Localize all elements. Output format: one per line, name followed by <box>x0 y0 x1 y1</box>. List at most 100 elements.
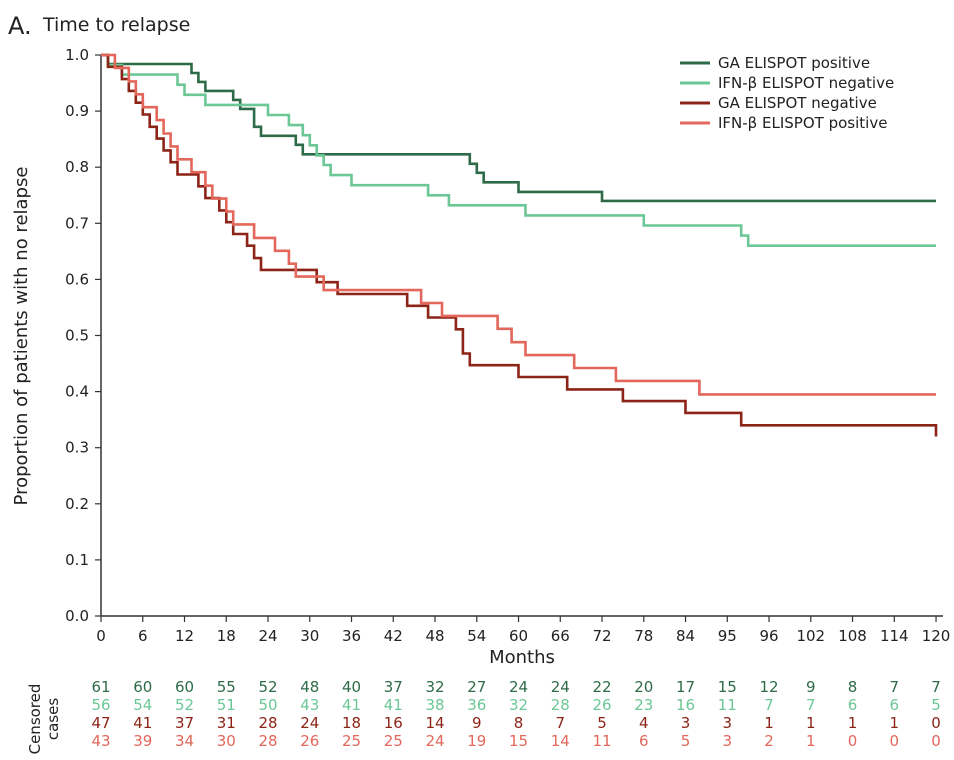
risk-table-value: 27 <box>467 678 486 696</box>
series-line-4 <box>101 53 936 396</box>
risk-table-value: 30 <box>217 732 236 750</box>
risk-table-value: 24 <box>551 678 570 696</box>
x-tick-label: 120 <box>922 627 951 645</box>
y-tick-label: 0.2 <box>65 495 89 513</box>
risk-table-value: 2 <box>764 732 774 750</box>
risk-table-value: 11 <box>592 732 611 750</box>
risk-table-value: 41 <box>133 714 152 732</box>
risk-table-value: 28 <box>551 696 570 714</box>
x-tick-label: 108 <box>838 627 867 645</box>
risk-table-value: 24 <box>509 678 528 696</box>
legend-label: GA ELISPOT negative <box>718 94 877 112</box>
chart-title: Time to relapse <box>42 14 190 36</box>
y-tick-label: 0.9 <box>65 102 89 120</box>
x-tick-label: 60 <box>509 627 528 645</box>
risk-table-value: 32 <box>509 696 528 714</box>
risk-table-value: 26 <box>300 732 319 750</box>
legend-label: IFN-β ELISPOT negative <box>718 74 894 92</box>
risk-table-value: 7 <box>806 696 816 714</box>
risk-table-value: 52 <box>258 678 277 696</box>
risk-table-value: 0 <box>848 732 858 750</box>
y-tick-label: 1.0 <box>65 46 89 64</box>
risk-table-value: 9 <box>806 678 816 696</box>
risk-table-value: 17 <box>676 678 695 696</box>
risk-table-value: 6 <box>639 732 649 750</box>
survival-curves <box>101 53 938 437</box>
risk-table-value: 15 <box>718 678 737 696</box>
risk-table-value: 25 <box>342 732 361 750</box>
risk-table-value: 43 <box>91 732 110 750</box>
risk-table-value: 54 <box>133 696 152 714</box>
risk-table-value: 37 <box>175 714 194 732</box>
x-tick-label: 66 <box>551 627 570 645</box>
x-tick-label: 36 <box>342 627 361 645</box>
risk-table-value: 5 <box>681 732 691 750</box>
risk-table-value: 37 <box>384 678 403 696</box>
x-tick-label: 48 <box>425 627 444 645</box>
risk-table-value: 0 <box>931 732 941 750</box>
x-tick-label: 0 <box>96 627 106 645</box>
series-line-1 <box>101 53 936 203</box>
risk-table-value: 23 <box>634 696 653 714</box>
risk-table-value: 24 <box>300 714 319 732</box>
y-tick-label: 0.8 <box>65 158 89 176</box>
risk-table-value: 0 <box>931 714 941 732</box>
risk-table-value: 3 <box>681 714 691 732</box>
risk-table-value: 14 <box>551 732 570 750</box>
risk-table-value: 55 <box>217 678 236 696</box>
x-tick-label: 6 <box>138 627 148 645</box>
risk-table-value: 0 <box>890 732 900 750</box>
x-tick-label: 24 <box>258 627 277 645</box>
risk-table-value: 14 <box>425 714 444 732</box>
risk-table-value: 25 <box>384 732 403 750</box>
risk-table-value: 3 <box>723 714 733 732</box>
y-tick-label: 0.0 <box>65 607 89 625</box>
x-tick-label: 102 <box>796 627 825 645</box>
x-axis-title: Months <box>489 647 555 668</box>
series-line-3 <box>101 53 938 437</box>
risk-table-label-line1: Censored <box>26 684 44 755</box>
risk-table-value: 28 <box>258 732 277 750</box>
risk-table-value: 8 <box>514 714 524 732</box>
y-axis-title: Proportion of patients with no relapse <box>11 167 32 506</box>
x-tick-label: 114 <box>880 627 909 645</box>
y-ticks: 0.0 0.1 0.2 0.3 0.4 0.5 0.6 0.7 0.8 0.9 1.0 <box>65 46 101 625</box>
risk-table-value: 50 <box>258 696 277 714</box>
risk-table-value: 24 <box>425 732 444 750</box>
risk-table-value: 9 <box>472 714 482 732</box>
y-tick-label: 0.3 <box>65 439 89 457</box>
risk-table-value: 5 <box>597 714 607 732</box>
risk-table-value: 22 <box>592 678 611 696</box>
risk-table-value: 43 <box>300 696 319 714</box>
x-tick-label: 84 <box>676 627 695 645</box>
risk-table: 61 60 60 55 52 48 40 37 32 27 24 24 22 20 17 15 12 9 8 7 756… <box>91 678 940 750</box>
risk-table-value: 6 <box>890 696 900 714</box>
y-tick-label: 0.4 <box>65 383 89 401</box>
risk-table-value: 7 <box>931 678 941 696</box>
risk-table-value: 32 <box>425 678 444 696</box>
risk-table-value: 39 <box>133 732 152 750</box>
risk-table-value: 1 <box>764 714 774 732</box>
risk-table-value: 15 <box>509 732 528 750</box>
legend-label: IFN-β ELISPOT positive <box>718 114 887 132</box>
x-tick-label: 72 <box>592 627 611 645</box>
risk-table-value: 36 <box>467 696 486 714</box>
risk-table-value: 18 <box>342 714 361 732</box>
x-tick-label: 42 <box>384 627 403 645</box>
y-tick-label: 0.6 <box>65 270 89 288</box>
x-tick-label: 78 <box>634 627 653 645</box>
risk-table-value: 28 <box>258 714 277 732</box>
risk-table-value: 8 <box>848 678 858 696</box>
x-tick-label: 30 <box>300 627 319 645</box>
risk-table-value: 31 <box>217 714 236 732</box>
risk-table-value: 6 <box>848 696 858 714</box>
legend-label: GA ELISPOT positive <box>718 54 870 72</box>
risk-table-value: 38 <box>425 696 444 714</box>
panel-letter: A. <box>8 12 32 40</box>
risk-table-label-line2: cases <box>44 698 62 740</box>
risk-table-value: 34 <box>175 732 194 750</box>
x-tick-label: 12 <box>175 627 194 645</box>
risk-table-value: 60 <box>133 678 152 696</box>
x-tick-label: 96 <box>759 627 778 645</box>
